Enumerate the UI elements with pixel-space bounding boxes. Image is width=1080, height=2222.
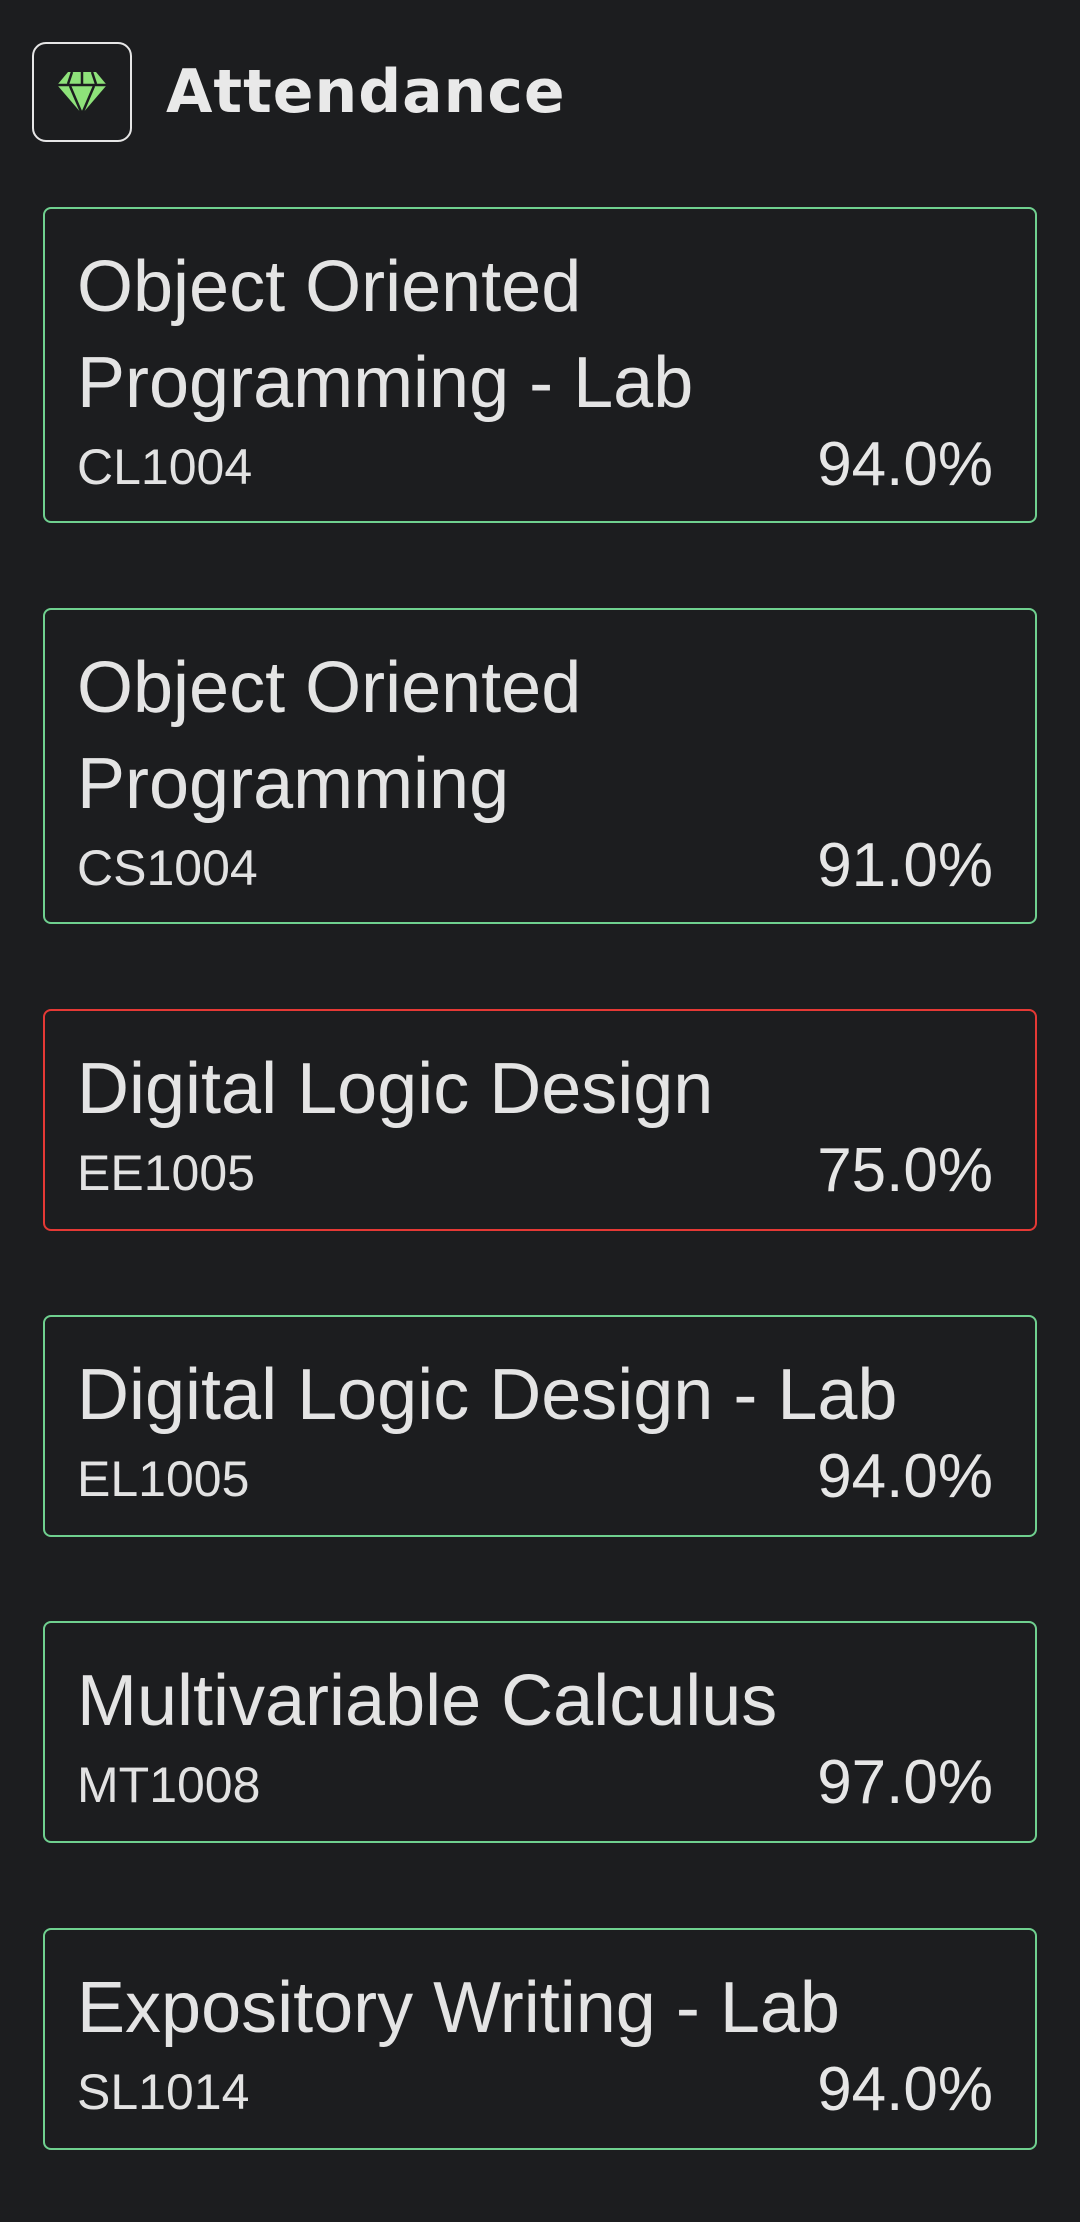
course-code: EE1005 [77, 1145, 255, 1201]
course-card-ee1005[interactable]: Digital Logic Design EE1005 75.0% [43, 1009, 1037, 1231]
course-card-el1005[interactable]: Digital Logic Design - Lab EL1005 94.0% [43, 1315, 1037, 1537]
course-code: SL1014 [77, 2064, 250, 2120]
attendance-percent: 94.0% [817, 2055, 993, 2124]
course-card-sl1014[interactable]: Expository Writing - Lab SL1014 94.0% [43, 1928, 1037, 2150]
course-name: Digital Logic Design - Lab [77, 1355, 898, 1435]
course-code: CS1004 [77, 840, 258, 896]
course-code: CL1004 [77, 439, 253, 495]
course-name: Object Oriented Programming [77, 648, 582, 824]
course-card-mt1008[interactable]: Multivariable Calculus MT1008 97.0% [43, 1621, 1037, 1843]
app-logo[interactable] [32, 42, 132, 142]
course-card-cs1004[interactable]: Object Oriented Programming CS1004 91.0% [43, 608, 1037, 924]
course-name: Object Oriented Programming - Lab [77, 247, 694, 423]
attendance-percent: 75.0% [817, 1136, 993, 1205]
page-title: Attendance [166, 57, 566, 127]
course-name: Expository Writing - Lab [77, 1968, 840, 2048]
attendance-percent: 94.0% [817, 1442, 993, 1511]
course-code: MT1008 [77, 1757, 261, 1813]
attendance-percent: 94.0% [817, 430, 993, 499]
app-header: Attendance [32, 40, 566, 144]
diamond-icon [58, 71, 106, 115]
attendance-percent: 91.0% [817, 831, 993, 900]
course-name: Digital Logic Design [77, 1049, 714, 1129]
course-card-cl1004[interactable]: Object Oriented Programming - Lab CL1004… [43, 207, 1037, 523]
attendance-percent: 97.0% [817, 1748, 993, 1817]
course-code: EL1005 [77, 1451, 250, 1507]
course-name: Multivariable Calculus [77, 1661, 778, 1741]
